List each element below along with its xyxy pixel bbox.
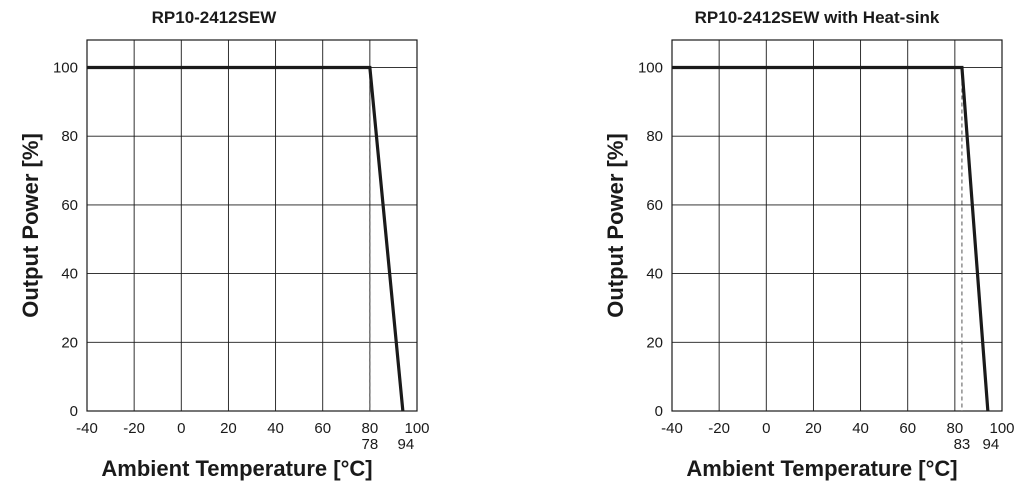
annotation-label: 94 [398,436,415,453]
y-tick-label: 20 [646,334,663,351]
x-axis-label: Ambient Temperature [°C] [101,456,372,481]
x-tick-label: 100 [404,420,429,437]
x-tick-label: -20 [708,420,730,437]
y-tick-label: 100 [638,59,663,76]
x-tick-label: 40 [267,420,284,437]
annotation-label: 78 [362,436,379,453]
y-tick-label: 60 [61,197,78,214]
chart-1: RP10-2412SEW 0 20 40 60 80 100 -40 -20 0 20 40 60 80 1… [18,8,430,481]
x-tick-label: -40 [76,420,98,437]
x-axis-label: Ambient Temperature [°C] [686,456,957,481]
x-tick-label: 40 [852,420,869,437]
x-tick-label: 20 [220,420,237,437]
chart-title: RP10-2412SEW with Heat-sink [695,8,940,27]
y-tick-label: 100 [53,59,78,76]
x-tick-label: 60 [314,420,331,437]
annotation-label: 83 [954,436,971,453]
derating-curve [87,65,405,412]
x-tick-label: 60 [899,420,916,437]
y-tick-label: 80 [61,128,78,145]
y-axis-label: Output Power [%] [603,133,628,318]
x-tick-label: 80 [947,420,964,437]
x-tick-label: -40 [661,420,683,437]
chart-title: RP10-2412SEW [152,8,278,27]
y-tick-label: 0 [655,403,663,420]
y-tick-label: 20 [61,334,78,351]
x-tick-label: 20 [805,420,822,437]
plot-frame [671,39,1003,412]
x-tick-label: 0 [177,420,185,437]
x-tick-label: 0 [762,420,770,437]
y-tick-label: 0 [70,403,78,420]
y-axis-label: Output Power [%] [18,133,43,318]
chart-2: RP10-2412SEW with Heat-sink 0 20 40 60 80 100 -… [603,8,1015,481]
annotation-label: 94 [983,436,1000,453]
y-tick-label: 80 [646,128,663,145]
y-tick-label: 40 [61,266,78,283]
x-tick-label: 100 [989,420,1014,437]
plot-frame [86,39,418,412]
x-tick-label: -20 [123,420,145,437]
y-tick-label: 60 [646,197,663,214]
x-tick-label: 80 [362,420,379,437]
y-tick-label: 40 [646,266,663,283]
derating-curve [672,65,990,412]
